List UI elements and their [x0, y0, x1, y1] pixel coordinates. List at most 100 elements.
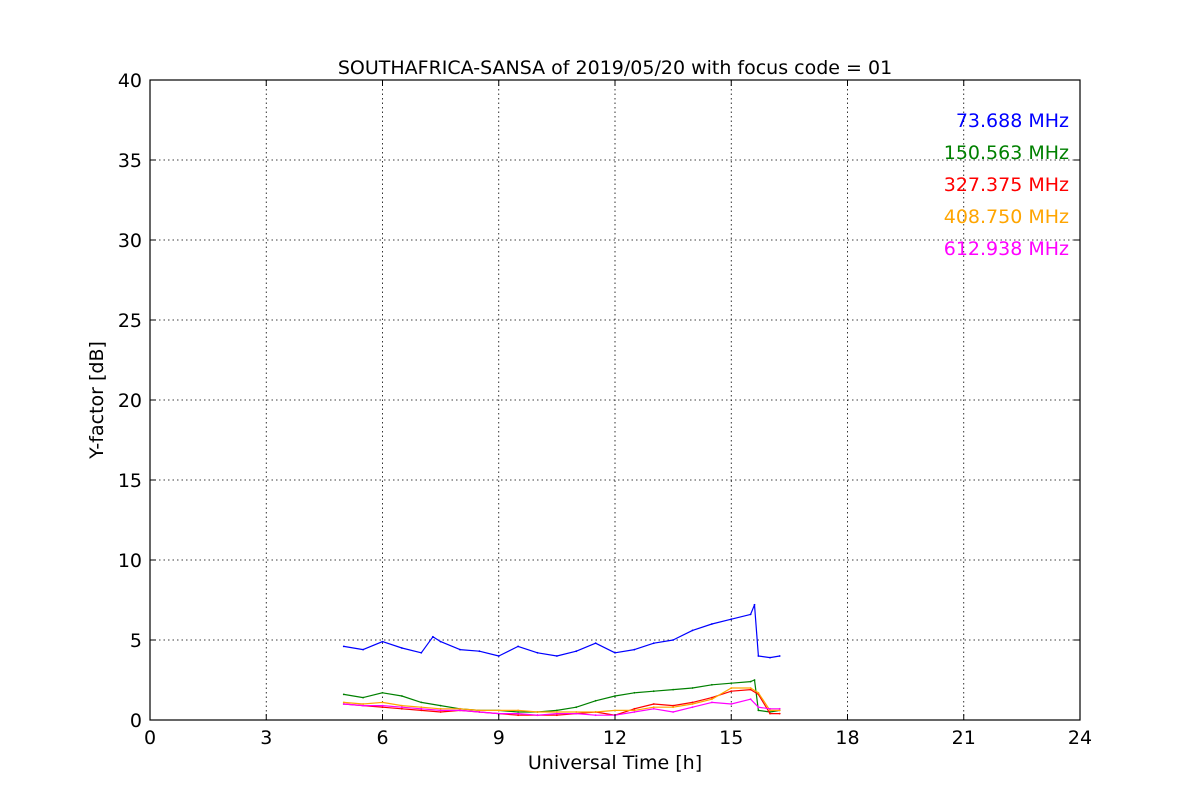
legend-entry: 150.563 MHz	[944, 142, 1069, 164]
data-point	[778, 712, 781, 715]
data-point	[362, 696, 365, 699]
data-point	[431, 635, 434, 638]
data-point	[749, 613, 752, 616]
y-tick-label: 30	[118, 230, 142, 252]
y-tick-label: 10	[118, 550, 142, 572]
data-point	[478, 711, 481, 713]
data-point	[536, 711, 539, 713]
data-point	[749, 687, 752, 689]
y-tick-label: 40	[118, 70, 142, 92]
data-point	[691, 629, 694, 632]
data-point	[555, 711, 558, 713]
data-point	[575, 650, 578, 653]
data-point	[710, 623, 713, 625]
data-point	[652, 703, 655, 705]
data-point	[672, 706, 675, 709]
data-point	[439, 709, 442, 712]
data-point	[691, 701, 694, 704]
data-point	[757, 709, 760, 712]
data-point	[420, 709, 423, 712]
data-point	[594, 699, 597, 702]
data-point	[575, 712, 578, 715]
data-point	[710, 698, 713, 701]
data-point	[614, 695, 616, 697]
data-point	[753, 679, 756, 681]
data-point	[757, 655, 760, 657]
x-tick-label: 15	[719, 727, 743, 749]
data-point	[536, 714, 539, 717]
data-point	[342, 701, 345, 704]
y-tick-label: 35	[118, 150, 142, 172]
legend-entry: 73.688 MHz	[956, 110, 1069, 132]
legend-entry: 408.750 MHz	[944, 206, 1069, 228]
data-point	[730, 682, 733, 685]
x-tick-label: 18	[835, 727, 859, 749]
data-point	[730, 703, 733, 705]
data-point	[672, 688, 675, 691]
data-point	[381, 706, 384, 709]
data-point	[459, 709, 461, 712]
chart-title: SOUTHAFRICA-SANSA of 2019/05/20 with foc…	[338, 57, 892, 79]
legend: 73.688 MHz 150.563 MHz 327.375 MHz 408.750 …	[944, 110, 1069, 260]
grid	[150, 80, 1080, 720]
data-point	[362, 648, 365, 651]
y-tick-label: 0	[130, 710, 142, 732]
data-point	[439, 640, 442, 643]
data-point	[769, 712, 771, 715]
data-point	[672, 711, 675, 713]
data-point	[400, 647, 403, 649]
data-point	[420, 706, 423, 709]
x-tick-label: 6	[376, 727, 388, 749]
data-point	[459, 648, 461, 651]
data-point	[594, 711, 597, 713]
data-point	[769, 656, 771, 659]
data-point	[362, 704, 365, 707]
series-line-2	[343, 679, 780, 713]
data-point	[778, 707, 781, 710]
data-point	[342, 703, 345, 705]
data-point	[614, 651, 616, 654]
axis-ticks: 0 3 6 9 12 15 18 21 24 0 5 10 15 20 25 30 35 40	[118, 70, 1092, 749]
data-point	[342, 645, 345, 648]
data-point	[614, 709, 616, 712]
x-axis-label: Universal Time [h]	[528, 752, 702, 774]
data-point	[672, 639, 675, 641]
data-point	[594, 642, 597, 645]
data-point	[652, 706, 655, 709]
data-point	[555, 709, 558, 712]
data-point	[691, 706, 694, 709]
data-point	[575, 711, 578, 713]
x-tick-label: 3	[260, 727, 272, 749]
data-point	[400, 706, 403, 709]
legend-entry: 612.938 MHz	[944, 238, 1069, 260]
data-point	[420, 701, 423, 704]
data-point	[633, 648, 636, 651]
data-point	[633, 711, 636, 713]
x-tick-label: 9	[493, 727, 505, 749]
data-point	[730, 618, 733, 621]
data-point	[633, 709, 636, 712]
data-point	[749, 680, 752, 683]
data-point	[594, 714, 597, 717]
data-point	[633, 707, 636, 710]
data-point	[749, 688, 752, 691]
data-point	[691, 687, 694, 689]
data-point	[439, 711, 442, 713]
y-tick-label: 5	[130, 630, 142, 652]
y-axis-label: Y-factor [dB]	[86, 341, 108, 460]
data-point	[710, 696, 713, 699]
data-point	[536, 651, 539, 654]
data-point	[478, 650, 481, 653]
data-point	[517, 709, 520, 712]
data-point	[381, 704, 384, 707]
data-point	[691, 703, 694, 705]
data-point	[517, 714, 520, 717]
data-point	[710, 701, 713, 704]
data-point	[362, 703, 365, 705]
data-point	[769, 707, 771, 710]
data-point	[400, 695, 403, 697]
data-point	[652, 642, 655, 645]
data-point	[400, 704, 403, 707]
data-point	[710, 683, 713, 686]
data-point	[555, 714, 558, 717]
